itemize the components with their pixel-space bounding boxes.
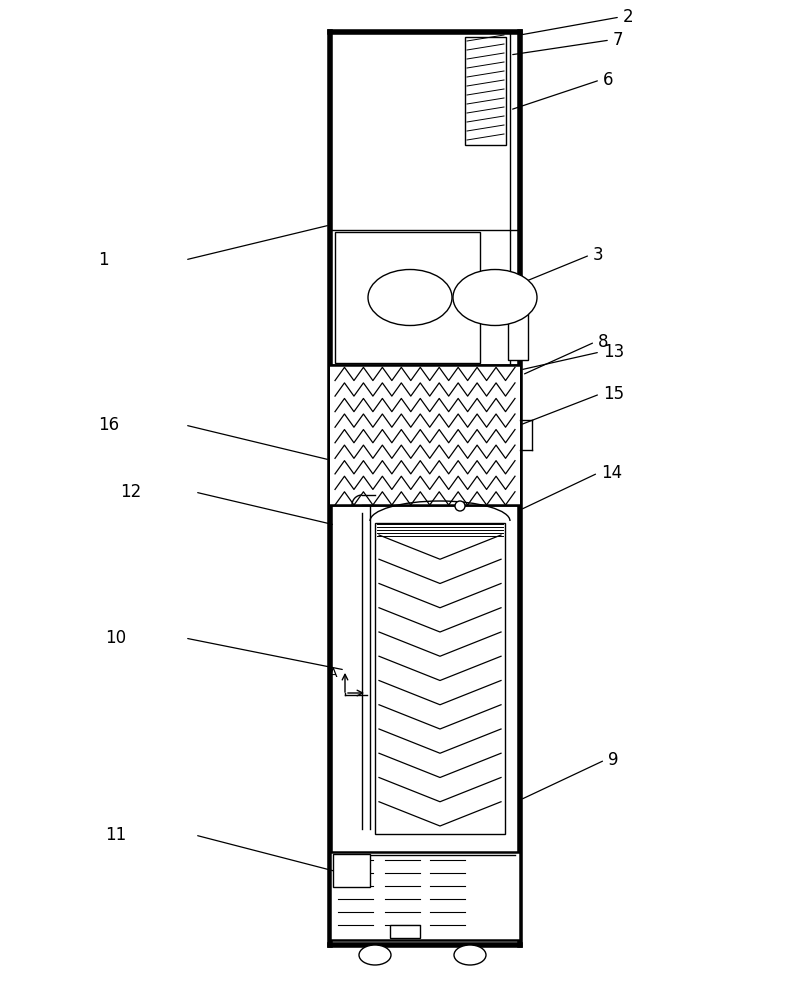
Text: 15: 15 xyxy=(603,385,624,403)
Text: 9: 9 xyxy=(608,751,619,769)
Bar xyxy=(465,37,506,145)
Text: 2: 2 xyxy=(623,8,634,26)
Bar xyxy=(508,310,528,360)
Ellipse shape xyxy=(453,269,537,326)
Text: 11: 11 xyxy=(105,826,126,844)
Text: 8: 8 xyxy=(598,333,608,351)
Text: 14: 14 xyxy=(601,464,623,482)
Text: A: A xyxy=(329,667,338,680)
Ellipse shape xyxy=(454,945,486,965)
Ellipse shape xyxy=(359,945,391,965)
Text: 13: 13 xyxy=(603,343,624,361)
Bar xyxy=(390,925,420,938)
Bar xyxy=(335,232,480,363)
Text: 12: 12 xyxy=(120,483,141,501)
Text: 16: 16 xyxy=(98,416,119,434)
Ellipse shape xyxy=(368,269,452,326)
Text: 3: 3 xyxy=(593,246,603,264)
Bar xyxy=(330,365,520,505)
Bar xyxy=(330,852,520,940)
Circle shape xyxy=(455,501,465,511)
Text: 6: 6 xyxy=(603,71,614,89)
Text: 7: 7 xyxy=(613,31,623,49)
Bar xyxy=(375,523,505,834)
Text: 10: 10 xyxy=(105,629,126,647)
Text: 1: 1 xyxy=(98,251,109,269)
Bar xyxy=(333,854,370,887)
